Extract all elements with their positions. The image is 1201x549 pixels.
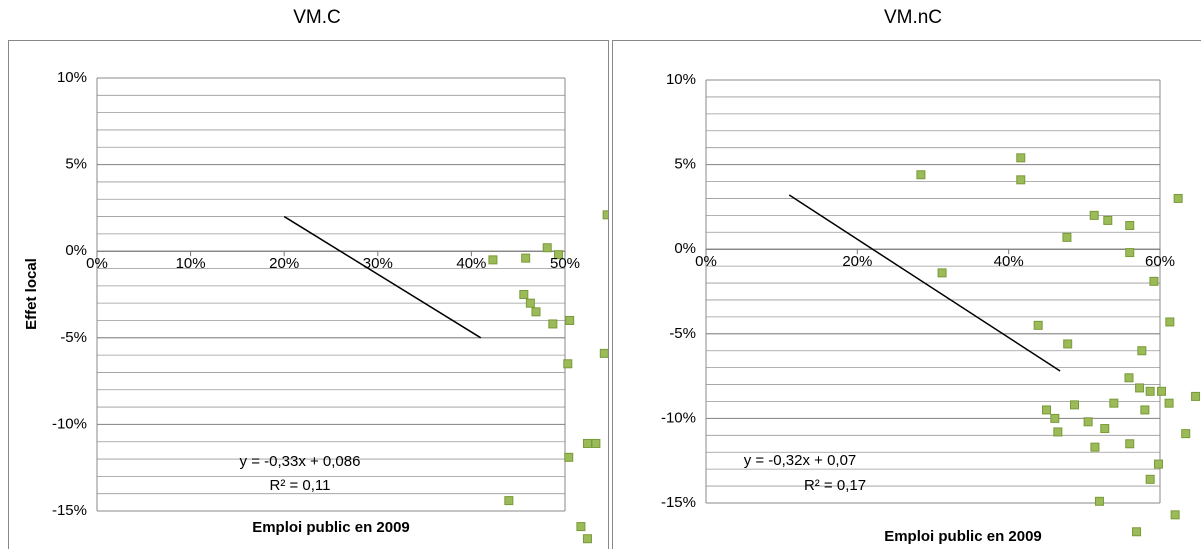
scatter-point: [565, 315, 575, 325]
scatter-point: [1016, 153, 1026, 163]
y-tick-label: 5%: [65, 156, 87, 173]
scatter-point: [1137, 346, 1147, 356]
scatter-point: [1157, 386, 1167, 396]
y-tick-label: -5%: [60, 329, 87, 346]
scatter-point: [1145, 386, 1155, 396]
x-tick-label: 30%: [363, 255, 393, 272]
scatter-point: [521, 253, 531, 263]
scatter-point: [1125, 248, 1135, 258]
scatter-point: [1053, 427, 1063, 437]
y-tick-label: -5%: [669, 325, 696, 342]
panel-border: [612, 40, 1201, 549]
scatter-point: [1016, 175, 1026, 185]
scatter-point: [582, 438, 592, 448]
scatter-point: [504, 496, 514, 506]
scatter-point: [937, 268, 947, 278]
scatter-point: [602, 210, 608, 220]
scatter-point: [1042, 405, 1051, 415]
panel-border: [8, 40, 609, 549]
scatter-point: [1164, 398, 1174, 408]
scatter-point: [488, 255, 498, 265]
plot: [705, 79, 1201, 537]
scatter-point: [1181, 429, 1191, 439]
scatter-point: [553, 250, 563, 260]
scatter-point: [1090, 442, 1100, 452]
scatter-point: [542, 243, 552, 253]
y-tick-label: 0%: [65, 242, 87, 259]
scatter-point: [1165, 317, 1175, 327]
x-axis-label: Emploi public en 2009: [252, 519, 410, 536]
scatter-point: [1125, 221, 1135, 231]
scatter-point: [1173, 193, 1183, 203]
scatter-point: [576, 522, 586, 532]
scatter-point: [1145, 474, 1155, 484]
x-tick-label: 60%: [1145, 253, 1175, 270]
x-tick-label: 20%: [842, 253, 872, 270]
scatter-point: [1033, 320, 1043, 330]
scatter-point: [591, 438, 601, 448]
y-tick-label: 5%: [674, 156, 696, 173]
annotation: R² = 0,11: [269, 477, 330, 494]
y-tick-label: 10%: [57, 69, 87, 86]
scatter-point: [564, 452, 574, 462]
x-tick-label: 10%: [176, 255, 206, 272]
scatter-point: [916, 170, 926, 180]
scatter-point: [1103, 215, 1113, 225]
y-tick-label: -10%: [661, 409, 696, 426]
scatter-point: [1132, 527, 1142, 537]
scatter-point: [1069, 400, 1079, 410]
plot: [96, 77, 608, 544]
scatter-point: [525, 298, 535, 308]
scatter-point: [1062, 232, 1072, 242]
scatter-point: [1083, 417, 1093, 427]
x-tick-label: 0%: [86, 255, 108, 272]
scatter-point: [582, 534, 592, 544]
annotation: R² = 0,17: [804, 477, 866, 494]
scatter-point: [599, 348, 608, 358]
x-tick-label: 40%: [994, 253, 1024, 270]
scatter-point: [1063, 339, 1073, 349]
scatter-point: [1191, 391, 1201, 401]
scatter-point: [1050, 413, 1060, 423]
y-tick-label: 0%: [674, 240, 696, 257]
trendline: [788, 194, 1061, 372]
y-axis-label: Effet local: [23, 258, 40, 330]
scatter-point: [1149, 276, 1159, 286]
scatter-point: [1089, 210, 1099, 220]
x-tick-label: 50%: [550, 255, 580, 272]
trendline: [283, 215, 482, 339]
scatter-point: [531, 307, 541, 317]
scatter-point: [1100, 424, 1110, 434]
x-tick-label: 20%: [269, 255, 299, 272]
scatter-point: [1125, 439, 1135, 449]
scatter-point: [1140, 405, 1150, 415]
y-tick-label: -10%: [52, 415, 87, 432]
annotation: y = -0,32x + 0,07: [744, 452, 857, 469]
annotation: y = -0,33x + 0,086: [240, 453, 361, 470]
scatter-point: [563, 359, 573, 369]
scatter-point: [548, 319, 558, 329]
scatter-point: [1094, 496, 1104, 506]
chart-title: VM.nC: [884, 7, 942, 28]
y-tick-label: -15%: [52, 502, 87, 519]
scatter-point: [1135, 383, 1145, 393]
x-tick-label: 40%: [456, 255, 486, 272]
scatter-point: [1124, 373, 1134, 383]
chart-title: VM.C: [293, 7, 341, 28]
scatter-point: [519, 290, 529, 299]
scatter-point: [1170, 510, 1180, 520]
y-tick-label: 10%: [666, 71, 696, 88]
x-axis-label: Emploi public en 2009: [884, 528, 1042, 545]
x-tick-label: 0%: [695, 253, 717, 270]
scatter-point: [1109, 398, 1119, 408]
scatter-point: [1153, 459, 1163, 469]
y-tick-label: -15%: [661, 494, 696, 511]
